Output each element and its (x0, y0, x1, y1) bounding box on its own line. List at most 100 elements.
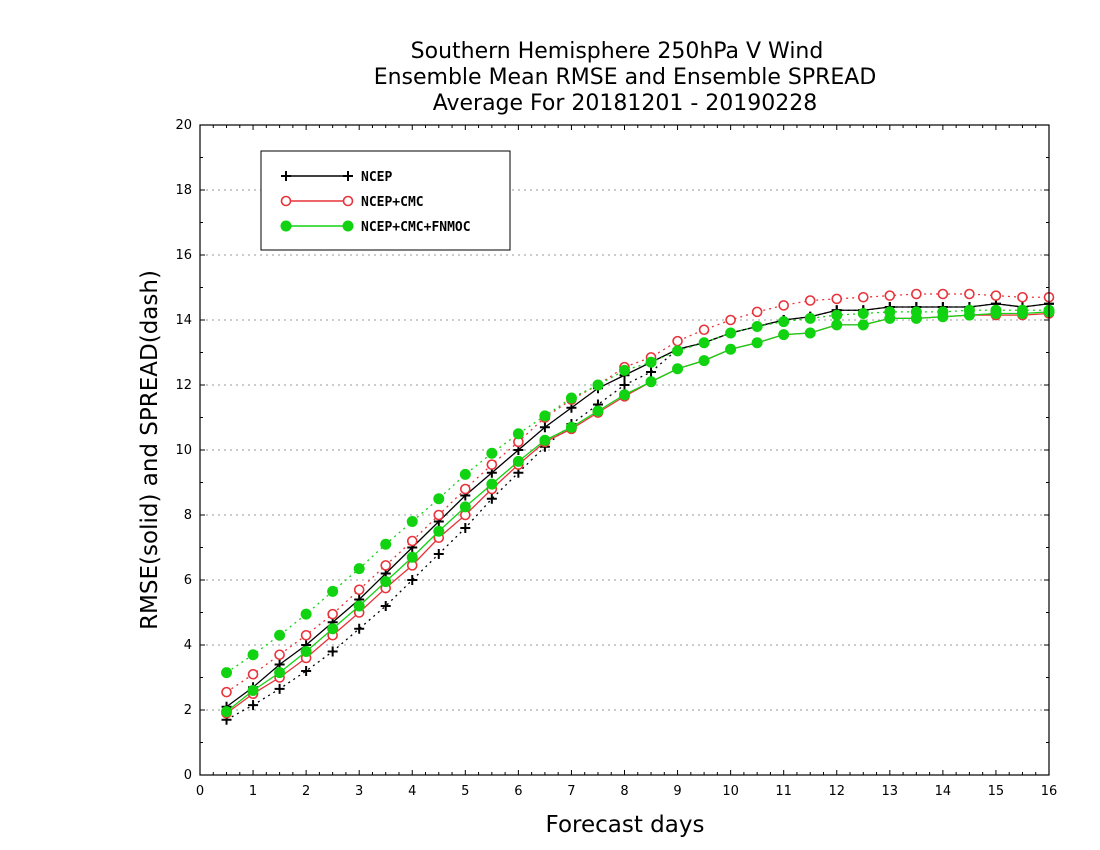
ncep-cmc-spread-point (857, 291, 869, 303)
x-tick-label-12: 12 (828, 784, 845, 799)
ncep-cmc-spread-point (778, 300, 789, 311)
ncep-spread-point (407, 575, 418, 585)
ncep-cmc-fnmoc-rmse-point (831, 319, 843, 331)
ncep-cmc-fnmoc-rmse-point (565, 421, 577, 433)
ncep-cmc-fnmoc-rmse-point (937, 311, 949, 323)
x-tick-label-10: 10 (722, 784, 739, 799)
ncep-cmc-fnmoc-spread-point (857, 308, 869, 319)
chart-title-line-3: Average For 20181201 - 20190228 (433, 91, 818, 116)
x-tick-label-6: 6 (514, 784, 522, 799)
ncep-cmc-fnmoc-rmse-point (459, 501, 471, 513)
ncep-cmc-fnmoc-rmse-point (672, 363, 684, 375)
series-layer (221, 288, 1055, 725)
ncep-cmc-fnmoc-rmse-point (327, 623, 339, 635)
x-tick-label-3: 3 (355, 784, 363, 799)
x-tick-label-15: 15 (988, 784, 1005, 799)
ncep-cmc-fnmoc-spread-point (247, 649, 259, 661)
x-tick-label-16: 16 (1041, 784, 1058, 799)
ncep-cmc-fnmoc-spread-point (327, 585, 339, 597)
ncep-cmc-fnmoc-rmse-point (963, 309, 975, 321)
y-tick-label-0: 0 (184, 768, 192, 783)
ncep-cmc-spread-point (221, 686, 232, 698)
x-tick-label-7: 7 (567, 784, 575, 799)
legend-marker-end-ncep (343, 171, 353, 181)
ncep-cmc-spread-point (353, 584, 365, 596)
ncep-cmc-fnmoc-spread-point (698, 337, 710, 349)
ncep-cmc-fnmoc-rmse-point (778, 329, 790, 341)
ncep-cmc-fnmoc-rmse-point (619, 389, 630, 401)
ncep-cmc-fnmoc-rmse-point (247, 685, 259, 696)
ncep-cmc-fnmoc-spread-point (406, 516, 418, 527)
legend-marker-start-ncep-cmc (280, 195, 292, 207)
ncep-cmc-fnmoc-rmse-point (857, 319, 869, 331)
x-tick-label-13: 13 (882, 784, 899, 799)
ncep-cmc-fnmoc-rmse-point (539, 434, 551, 446)
ncep-spread-point (646, 367, 657, 377)
ncep-cmc-fnmoc-rmse-point (698, 355, 710, 367)
ncep-cmc-fnmoc-spread-point (300, 608, 312, 620)
ncep-cmc-fnmoc-rmse-point (380, 576, 392, 588)
ncep-spread-point (354, 623, 365, 634)
ncep-cmc-fnmoc-spread-point (725, 327, 737, 339)
ncep-cmc-spread-point (751, 306, 763, 318)
ncep-cmc-spread-point (804, 295, 816, 306)
legend-label-ncep-cmc: NCEP+CMC (361, 195, 424, 210)
ncep-cmc-fnmoc-spread-point (751, 321, 763, 332)
ncep-cmc-spread-point (300, 629, 312, 641)
ncep-cmc-fnmoc-rmse-point (725, 343, 737, 355)
ncep-cmc-spread-point (327, 608, 338, 620)
legend-marker-end-ncep-cmc-fnmoc (342, 220, 354, 232)
legend-marker-start-ncep (281, 171, 291, 181)
ncep-cmc-spread-point (698, 324, 710, 336)
ncep-cmc-fnmoc-rmse-point (751, 337, 763, 349)
legend-marker-start-ncep-cmc-fnmoc (280, 220, 292, 232)
ncep-cmc-fnmoc-spread-point (619, 364, 630, 376)
ncep-cmc-fnmoc-rmse-point (990, 308, 1002, 319)
ncep-cmc-fnmoc-spread-point (831, 309, 843, 321)
ncep-cmc-fnmoc-rmse-point (486, 478, 498, 490)
x-tick-label-2: 2 (302, 784, 310, 799)
ncep-rmse-point (539, 422, 550, 433)
x-tick-label-14: 14 (935, 784, 952, 799)
ncep-cmc-fnmoc-spread-line (226, 309, 1049, 674)
ncep-cmc-spread-point (247, 668, 259, 680)
ncep-cmc-fnmoc-spread-point (486, 447, 498, 459)
ncep-spread-point (486, 493, 497, 504)
ncep-cmc-fnmoc-spread-point (565, 392, 577, 404)
ncep-cmc-fnmoc-rmse-point (274, 667, 286, 679)
y-tick-label-20: 20 (175, 118, 192, 133)
ncep-spread-point (619, 380, 630, 390)
ncep-cmc-fnmoc-rmse-point (406, 551, 418, 563)
ncep-cmc-fnmoc-spread-point (778, 316, 790, 328)
ncep-cmc-fnmoc-rmse-point (910, 312, 922, 324)
ncep-spread-point (248, 700, 259, 711)
ncep-spread-point (460, 523, 471, 533)
ncep-spread-point (433, 549, 444, 559)
ncep-cmc-fnmoc-rmse-point (1016, 308, 1028, 319)
x-axis-label: Forecast days (546, 812, 705, 838)
y-axis-label: RMSE(solid) and SPREAD(dash) (137, 270, 163, 630)
ncep-cmc-spread-point (990, 290, 1002, 301)
x-tick-label-1: 1 (249, 784, 257, 799)
legend-label-ncep: NCEP (361, 170, 392, 185)
ncep-cmc-spread-point (460, 483, 471, 495)
ncep-cmc-spread-point (831, 293, 843, 305)
ncep-cmc-fnmoc-rmse-point (884, 312, 896, 324)
ncep-cmc-spread-point (672, 335, 683, 347)
ncep-cmc-spread-point (274, 649, 285, 661)
y-tick-label-16: 16 (175, 248, 192, 263)
legend-label-ncep-cmc-fnmoc: NCEP+CMC+FNMOC (361, 220, 471, 235)
x-tick-label-8: 8 (620, 784, 628, 799)
ncep-cmc-spread-point (884, 290, 896, 301)
ncep-cmc-fnmoc-rmse-point (645, 376, 657, 388)
y-tick-label-2: 2 (184, 703, 192, 718)
x-tick-label-5: 5 (461, 784, 469, 799)
ncep-cmc-fnmoc-spread-point (539, 410, 551, 422)
y-tick-label-18: 18 (175, 183, 192, 198)
ncep-cmc-spread-line (226, 293, 1049, 693)
ncep-cmc-spread-point (725, 314, 736, 326)
ncep-cmc-fnmoc-spread-point (512, 428, 524, 440)
y-tick-label-4: 4 (184, 638, 192, 653)
ncep-cmc-fnmoc-rmse-point (512, 455, 524, 467)
